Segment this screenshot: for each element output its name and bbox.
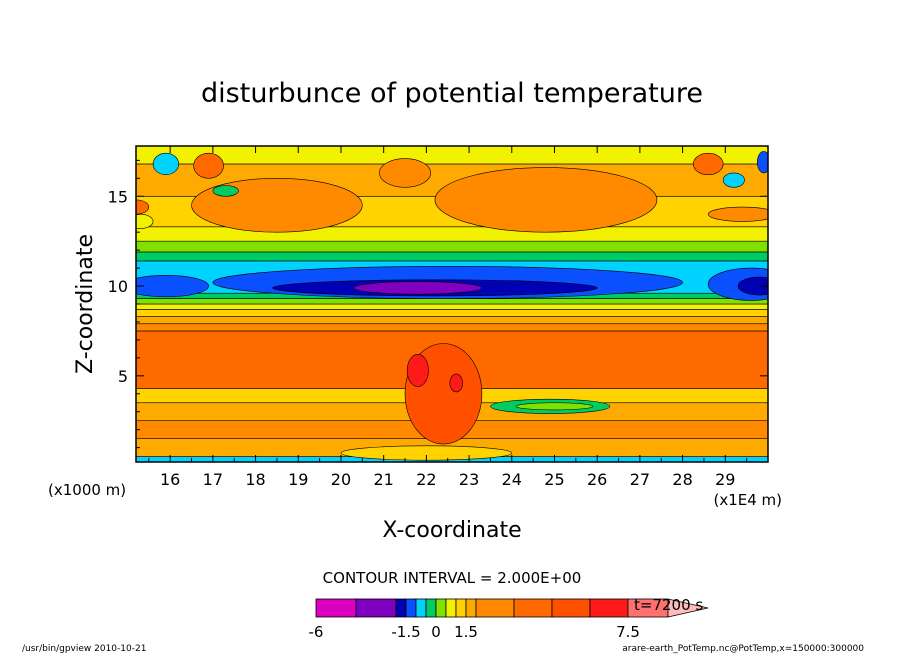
colorbar-segment bbox=[445, 598, 457, 618]
contour-cell bbox=[434, 167, 658, 233]
x-units-right: (x1E4 m) bbox=[713, 491, 782, 509]
contour-cell bbox=[692, 152, 724, 176]
contour-band bbox=[136, 323, 768, 332]
contour-band bbox=[136, 303, 768, 310]
colorbar-segment bbox=[425, 598, 437, 618]
x-axis-ticks: 16 17 18 19 20 21 22 23 24 25 26 27 28 29 bbox=[148, 146, 748, 489]
contour-cell bbox=[152, 152, 180, 176]
contour-band bbox=[136, 146, 768, 165]
y-axis-label: Z-coordinate bbox=[73, 234, 98, 374]
y-tick-label: 10 bbox=[108, 277, 128, 296]
contour-cell bbox=[515, 402, 594, 411]
x-units-left: (x1000 m) bbox=[48, 481, 126, 499]
x-tick-label: 18 bbox=[245, 470, 265, 489]
x-tick-label: 20 bbox=[331, 470, 351, 489]
x-tick-label: 26 bbox=[587, 470, 607, 489]
colorbar-segment bbox=[475, 598, 515, 618]
footer-left: /usr/bin/gpview 2010-10-21 bbox=[22, 644, 146, 654]
colorbar-segment bbox=[551, 598, 591, 618]
colorbar-segment bbox=[355, 598, 397, 618]
contour-cell bbox=[737, 276, 768, 296]
contour-cell bbox=[212, 185, 239, 197]
x-tick-label: 29 bbox=[715, 470, 735, 489]
contour-features bbox=[136, 151, 768, 461]
contour-cell bbox=[449, 373, 463, 393]
contour-cell bbox=[353, 281, 483, 295]
legend-title: CONTOUR INTERVAL = 2.000E+00 bbox=[323, 569, 582, 587]
chart-title: disturbunce of potential temperature bbox=[201, 78, 703, 109]
colorbar-tick-label: -1.5 bbox=[391, 623, 420, 641]
colorbar-tick-label: 1.5 bbox=[454, 623, 478, 641]
footer-right: arare-earth_PotTemp.nc@PotTemp,x=150000:… bbox=[622, 644, 864, 654]
colorbar: -6 -1.5 0 1.5 7.5 bbox=[309, 598, 709, 641]
x-tick-label: 27 bbox=[630, 470, 650, 489]
contour-cell bbox=[136, 213, 154, 229]
x-tick-label: 28 bbox=[672, 470, 692, 489]
colorbar-segment bbox=[513, 598, 553, 618]
contour-band bbox=[136, 309, 768, 317]
x-tick-label: 17 bbox=[203, 470, 223, 489]
x-tick-label: 25 bbox=[544, 470, 564, 489]
contour-cell bbox=[136, 199, 150, 215]
contour-cell bbox=[722, 172, 745, 188]
colorbar-segment bbox=[395, 598, 407, 618]
x-tick-label: 16 bbox=[160, 470, 180, 489]
time-label: t=7200 s bbox=[634, 596, 703, 614]
y-tick-label: 5 bbox=[118, 367, 128, 386]
x-tick-label: 22 bbox=[416, 470, 436, 489]
colorbar-segment bbox=[435, 598, 447, 618]
contour-cell bbox=[406, 353, 429, 387]
colorbar-segment bbox=[589, 598, 629, 618]
x-tick-label: 19 bbox=[288, 470, 308, 489]
contour-cell bbox=[193, 152, 224, 179]
x-tick-label: 23 bbox=[459, 470, 479, 489]
contour-band bbox=[136, 226, 768, 242]
x-tick-label: 21 bbox=[373, 470, 393, 489]
contour-band bbox=[136, 316, 768, 325]
contour-cell bbox=[379, 158, 431, 188]
y-axis-ticks: 5 10 15 bbox=[108, 159, 768, 449]
contour-cell bbox=[757, 151, 768, 174]
x-tick-label: 24 bbox=[502, 470, 522, 489]
colorbar-tick-label: 7.5 bbox=[616, 623, 640, 641]
colorbar-segment bbox=[415, 598, 427, 618]
colorbar-overflow-arrow bbox=[667, 598, 709, 618]
contour-band bbox=[136, 240, 768, 253]
colorbar-segment bbox=[315, 598, 357, 618]
y-tick-label: 15 bbox=[108, 187, 128, 206]
colorbar-tick-label: -6 bbox=[309, 623, 324, 641]
colorbar-segment bbox=[455, 598, 467, 618]
contour-cell bbox=[191, 178, 363, 233]
colorbar-segment bbox=[465, 598, 477, 618]
colorbar-segment bbox=[405, 598, 417, 618]
x-axis-label: X-coordinate bbox=[382, 518, 521, 543]
contour-band bbox=[136, 251, 768, 262]
colorbar-tick-label: 0 bbox=[431, 623, 441, 641]
contour-cell bbox=[136, 274, 209, 298]
contour-cell bbox=[707, 206, 768, 222]
contour-band bbox=[136, 298, 768, 305]
